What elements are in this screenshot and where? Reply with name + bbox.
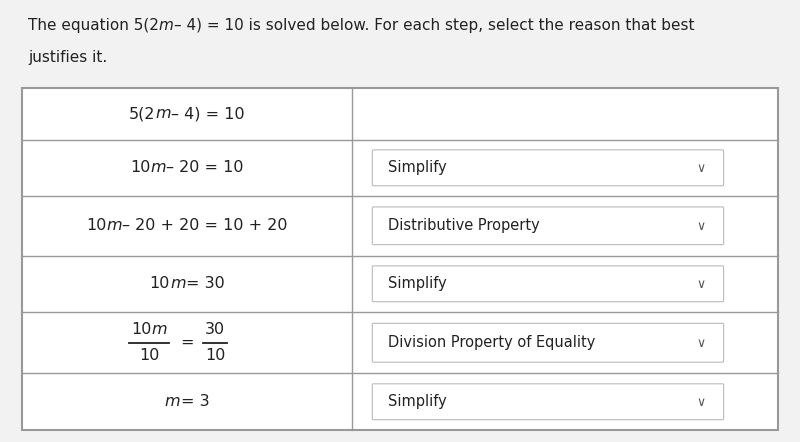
FancyBboxPatch shape bbox=[372, 384, 724, 420]
Text: ∨: ∨ bbox=[696, 278, 705, 291]
Text: – 20 + 20 = 10 + 20: – 20 + 20 = 10 + 20 bbox=[122, 218, 288, 233]
Text: 30: 30 bbox=[205, 322, 225, 337]
Text: 10: 10 bbox=[150, 276, 170, 291]
Text: 10: 10 bbox=[205, 348, 225, 363]
Text: = 3: = 3 bbox=[181, 394, 209, 409]
Text: 10: 10 bbox=[130, 160, 150, 175]
Text: Division Property of Equality: Division Property of Equality bbox=[388, 335, 596, 350]
Text: Simplify: Simplify bbox=[388, 160, 447, 175]
Text: ∨: ∨ bbox=[696, 220, 705, 233]
Text: The equation 5(2: The equation 5(2 bbox=[28, 18, 159, 33]
Text: Simplify: Simplify bbox=[388, 276, 447, 291]
Text: = 30: = 30 bbox=[186, 276, 224, 291]
Text: Simplify: Simplify bbox=[388, 394, 447, 409]
FancyBboxPatch shape bbox=[372, 324, 724, 362]
Text: m: m bbox=[156, 106, 171, 121]
Text: =: = bbox=[180, 335, 194, 350]
Text: 10: 10 bbox=[131, 322, 151, 337]
Text: – 4) = 10: – 4) = 10 bbox=[171, 106, 245, 121]
Text: 10: 10 bbox=[86, 218, 106, 233]
Text: m: m bbox=[151, 322, 167, 337]
Text: ∨: ∨ bbox=[696, 162, 705, 175]
FancyBboxPatch shape bbox=[372, 150, 724, 186]
Text: ∨: ∨ bbox=[696, 337, 705, 350]
Text: m: m bbox=[165, 394, 181, 409]
Text: 5(2: 5(2 bbox=[129, 106, 156, 121]
Text: ∨: ∨ bbox=[696, 396, 705, 409]
Text: m: m bbox=[170, 276, 186, 291]
Text: m: m bbox=[159, 18, 174, 33]
Text: m: m bbox=[150, 160, 166, 175]
FancyBboxPatch shape bbox=[372, 207, 724, 244]
Text: – 20 = 10: – 20 = 10 bbox=[166, 160, 244, 175]
Text: 10: 10 bbox=[139, 348, 159, 363]
Text: justifies it.: justifies it. bbox=[28, 50, 107, 65]
FancyBboxPatch shape bbox=[372, 266, 724, 302]
Bar bbox=[22, 88, 778, 430]
Text: Distributive Property: Distributive Property bbox=[388, 218, 540, 233]
Text: m: m bbox=[106, 218, 122, 233]
Text: – 4) = 10 is solved below. For each step, select the reason that best: – 4) = 10 is solved below. For each step… bbox=[174, 18, 694, 33]
